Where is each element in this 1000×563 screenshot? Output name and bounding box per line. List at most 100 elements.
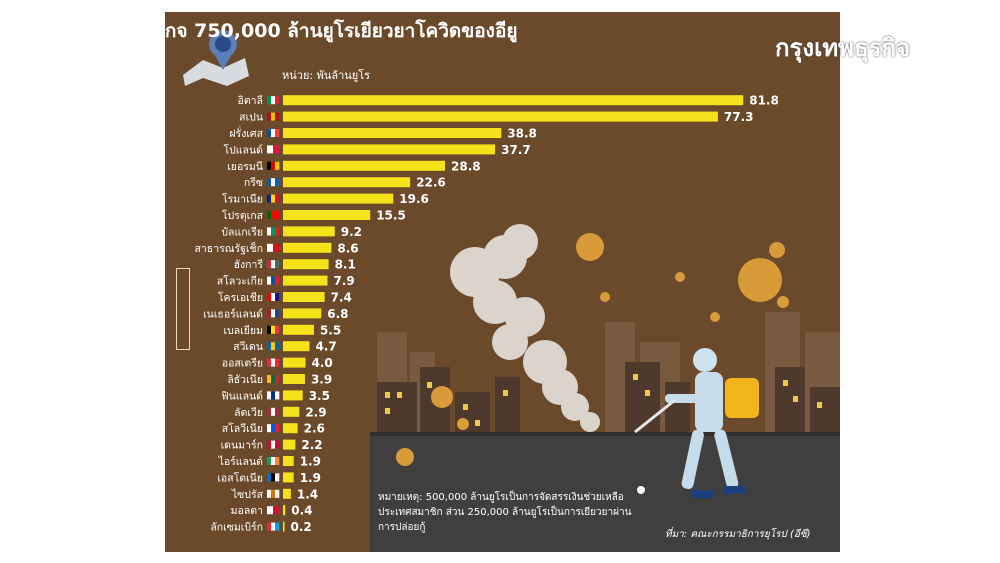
flag-icon bbox=[271, 473, 276, 482]
bar bbox=[283, 456, 294, 466]
value-label: 7.9 bbox=[333, 274, 354, 288]
flag-icon bbox=[271, 358, 276, 367]
bar bbox=[283, 275, 328, 286]
flag-icon bbox=[275, 309, 280, 318]
category-label: เอสโตเนีย bbox=[217, 471, 263, 484]
value-label: 1.9 bbox=[300, 455, 321, 469]
flag-icon bbox=[267, 293, 272, 301]
flag-icon bbox=[275, 440, 280, 449]
bar bbox=[283, 308, 322, 319]
bar bbox=[283, 374, 305, 384]
bar bbox=[283, 193, 394, 204]
flag-icon bbox=[267, 260, 272, 269]
category-label: โครเอเชีย bbox=[218, 291, 263, 304]
flag-icon bbox=[275, 522, 280, 531]
brand-logo: กรุงเทพธุรกิจ bbox=[775, 33, 911, 62]
flag-icon bbox=[267, 522, 272, 531]
value-label: 38.8 bbox=[507, 127, 537, 141]
flag-icon bbox=[275, 375, 280, 383]
value-label: 8.1 bbox=[335, 258, 356, 272]
flag-icon bbox=[267, 276, 272, 285]
bar bbox=[283, 226, 335, 237]
flag-icon bbox=[271, 309, 276, 318]
flag-icon bbox=[271, 440, 276, 449]
flag-icon bbox=[271, 293, 276, 301]
unit-label: หน่วย: พันล้านยูโร bbox=[282, 69, 371, 82]
flag-icon bbox=[267, 424, 272, 433]
background-scene bbox=[183, 30, 840, 552]
flag-icon bbox=[267, 112, 272, 121]
category-label: ฮังการี bbox=[234, 258, 264, 271]
value-label: 1.9 bbox=[300, 471, 321, 485]
value-label: 4.7 bbox=[315, 340, 336, 354]
category-label: ออสเตรีย bbox=[222, 357, 263, 370]
category-label: เดนมาร์ก bbox=[221, 439, 263, 452]
value-label: 77.3 bbox=[724, 110, 754, 124]
flag-icon bbox=[271, 211, 276, 219]
flag-icon bbox=[267, 440, 272, 449]
value-label: 3.9 bbox=[311, 373, 332, 387]
eu-map-pin-icon bbox=[183, 30, 249, 86]
category-label: ลัตเวีย bbox=[234, 406, 263, 419]
flag-icon bbox=[275, 407, 280, 416]
flag-icon bbox=[271, 194, 276, 203]
flag-icon bbox=[271, 260, 276, 269]
category-label: ฝรั่งเศส bbox=[229, 126, 263, 140]
flag-icon bbox=[273, 145, 280, 154]
value-label: 37.7 bbox=[501, 143, 531, 157]
virus-particles bbox=[396, 233, 789, 466]
flag-icon bbox=[275, 211, 280, 219]
footnote: หมายเหตุ: 500,000 ล้านยูโรเป็นการจัดสรรเ… bbox=[378, 492, 632, 533]
flag-icon bbox=[275, 178, 280, 187]
flag-icon bbox=[275, 325, 280, 334]
value-label: 22.6 bbox=[416, 176, 446, 190]
value-label: 2.6 bbox=[304, 422, 325, 436]
category-label: โรมาเนีย bbox=[222, 193, 263, 206]
flag-icon bbox=[267, 358, 272, 367]
flag-icon bbox=[275, 391, 280, 400]
category-label: ลักเซมเบิร์ก bbox=[210, 521, 263, 534]
flag-icon bbox=[271, 276, 276, 285]
flag-icon bbox=[271, 375, 276, 383]
flag-icon bbox=[267, 391, 272, 400]
category-label: กรีซ bbox=[244, 176, 263, 189]
flag-icon bbox=[267, 375, 272, 383]
disinfectant-smoke bbox=[450, 224, 600, 432]
category-label: สวีเดน bbox=[233, 340, 263, 353]
flag-icon bbox=[275, 293, 280, 301]
flag-icon bbox=[267, 457, 272, 465]
value-label: 0.4 bbox=[291, 504, 312, 518]
flag-icon bbox=[275, 161, 280, 170]
bar bbox=[283, 439, 296, 450]
value-label: 8.6 bbox=[337, 241, 358, 255]
flag-icon bbox=[271, 129, 276, 137]
street bbox=[370, 432, 840, 552]
flag-icon bbox=[267, 407, 272, 416]
bar bbox=[283, 292, 325, 302]
bar bbox=[283, 488, 291, 499]
bar bbox=[283, 341, 310, 352]
flag-icon bbox=[267, 145, 274, 154]
flag-icon bbox=[271, 407, 276, 416]
flag-icon bbox=[267, 243, 274, 252]
bar bbox=[283, 406, 300, 417]
flag-icon bbox=[267, 211, 272, 219]
flag-icon bbox=[271, 227, 276, 236]
category-label: เนเธอร์แลนด์ bbox=[203, 307, 263, 320]
category-label: อิตาลี bbox=[238, 94, 263, 107]
flag-icon bbox=[267, 325, 272, 334]
flag-icon bbox=[267, 473, 272, 482]
value-label: 81.8 bbox=[749, 94, 779, 108]
category-label: ลิธัวเนีย bbox=[227, 373, 263, 386]
flag-icon bbox=[275, 276, 280, 285]
category-label: มอลตา bbox=[231, 505, 263, 517]
bar bbox=[283, 472, 294, 483]
bar bbox=[283, 357, 306, 368]
chart-title: เปิดแพ็คเกจ 750,000 ล้านยูโรเยียวยาโควิด… bbox=[90, 20, 518, 42]
category-label: ไอร์แลนด์ bbox=[218, 455, 263, 468]
infographic-poster: อิตาลี 81.8 สเปน 77.3 ฝรั่งเศส 38.8 โปแลนด์ 37.… bbox=[165, 12, 840, 552]
flag-icon bbox=[271, 325, 276, 334]
category-label: โปแลนด์ bbox=[223, 143, 263, 156]
flag-icon bbox=[267, 342, 272, 351]
flag-icon bbox=[271, 161, 276, 170]
